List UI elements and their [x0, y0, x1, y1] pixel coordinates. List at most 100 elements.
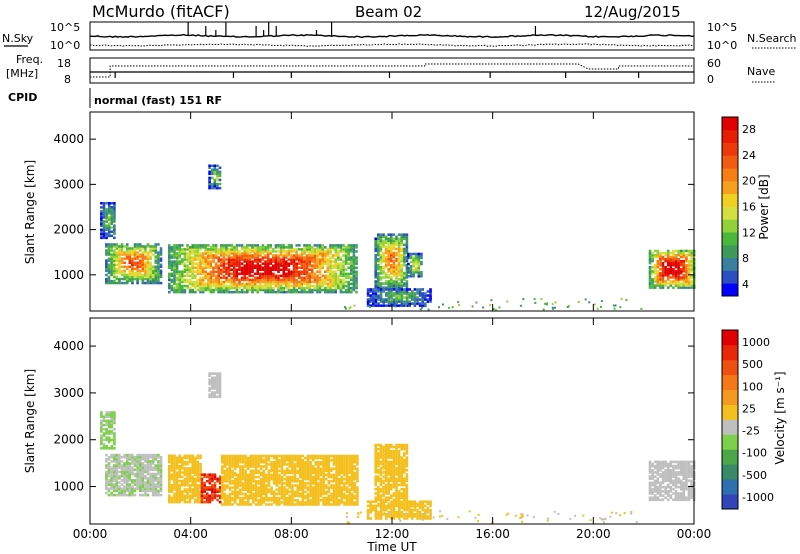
heatmap-cell [429, 290, 432, 293]
heatmap-cell [243, 254, 246, 257]
heatmap-cell [186, 490, 189, 493]
heatmap-cell [403, 496, 406, 499]
heatmap-cell [173, 264, 176, 267]
heatmap-cell [326, 258, 330, 261]
heatmap-cell [251, 280, 254, 284]
heatmap-cell [138, 470, 142, 474]
heatmap-cell [115, 474, 119, 478]
heatmap-cell [648, 261, 652, 265]
heatmap-cell [420, 254, 423, 258]
heatmap-cell [314, 461, 318, 464]
heatmap-cell [352, 268, 356, 271]
heatmap-cell [669, 270, 673, 273]
heatmap-cell [400, 487, 403, 491]
heatmap-cell [228, 480, 232, 483]
heatmap-cell [390, 264, 393, 267]
heatmap-cell [214, 280, 218, 284]
heatmap-cell [204, 246, 207, 249]
heatmap-cell [175, 486, 179, 489]
heatmap-cell [115, 251, 119, 254]
heatmap-cell [217, 274, 220, 278]
heatmap-cell [201, 246, 205, 249]
heatmap-cell [374, 247, 377, 251]
heatmap-cell [640, 307, 643, 310]
heatmap-cell [146, 485, 150, 488]
heatmap-cell [204, 276, 207, 280]
heatmap-cell [178, 494, 181, 498]
heatmap-cell [398, 296, 401, 299]
heatmap-cell [387, 286, 390, 289]
heatmap-cell [226, 456, 229, 460]
heatmap-cell [295, 258, 298, 261]
heatmap-cell [347, 274, 350, 278]
heatmap-cell [682, 249, 686, 253]
heatmap-cell [194, 490, 197, 493]
noise-panel: N.Sky 10^5 10^0 10^5 10^0 N.Search [2, 21, 797, 52]
heatmap-cell [395, 294, 398, 297]
heatmap-cell [131, 489, 134, 493]
heatmap-cell [285, 246, 288, 249]
heatmap-cell [168, 490, 171, 493]
heatmap-cell [392, 498, 396, 502]
heatmap-cell [279, 268, 283, 271]
heatmap-cell [385, 298, 388, 301]
heatmap-cell [311, 246, 314, 249]
heatmap-cell [400, 233, 403, 236]
heatmap-cell [674, 274, 678, 277]
heatmap-cell [102, 216, 106, 219]
heatmap-cell [115, 462, 119, 465]
heatmap-cell [212, 254, 215, 257]
heatmap-cell [272, 477, 276, 481]
heatmap-cell [223, 480, 227, 483]
heatmap-cell [288, 480, 292, 483]
heatmap-cell [128, 249, 132, 252]
heatmap-cell [340, 499, 344, 502]
heatmap-cell [429, 288, 432, 291]
heatmap-cell [379, 450, 383, 453]
heatmap-cell [157, 261, 160, 264]
heatmap-cell [181, 484, 184, 487]
heatmap-cell [417, 254, 421, 258]
heatmap-cell [337, 484, 341, 487]
heatmap-cell [356, 477, 359, 481]
heatmap-cell [337, 465, 341, 468]
heatmap-cell [350, 484, 354, 487]
heatmap-cell [356, 480, 359, 483]
heatmap-cell [403, 255, 406, 259]
heatmap-cell [278, 482, 281, 485]
heatmap-cell [133, 481, 137, 484]
heatmap-cell [201, 262, 205, 265]
heatmap-cell [110, 220, 114, 223]
heatmap-cell [274, 244, 278, 247]
heatmap-cell [298, 282, 301, 286]
heatmap-cell [335, 488, 338, 491]
heatmap-cell [677, 286, 680, 289]
heatmap-cell [300, 260, 304, 263]
heatmap-cell [283, 461, 286, 464]
heatmap-cell [249, 488, 253, 491]
heatmap-cell [207, 256, 210, 259]
heatmap-cell [293, 467, 297, 470]
heatmap-cell [314, 456, 318, 460]
heatmap-cell [173, 486, 176, 489]
heatmap-cell [136, 474, 139, 478]
heatmap-cell [334, 262, 337, 265]
heatmap-cell [353, 467, 357, 470]
heatmap-cell [181, 258, 184, 261]
heatmap-cell [178, 270, 181, 273]
heatmap-cell [181, 475, 184, 479]
heatmap-cell [239, 503, 242, 506]
heatmap-cell [133, 489, 137, 493]
heatmap-cell [264, 264, 267, 267]
heatmap-cell [290, 256, 293, 259]
heatmap-cell [356, 463, 359, 466]
heatmap-cell [157, 466, 160, 469]
heatmap-cell [295, 274, 298, 278]
heatmap-cell [379, 477, 383, 480]
heatmap-cell [344, 280, 348, 284]
heatmap-cell [400, 278, 403, 281]
heatmap-cell [279, 248, 283, 251]
heatmap-cell [220, 480, 224, 483]
heatmap-cell [322, 475, 325, 479]
heatmap-cell [208, 186, 211, 190]
